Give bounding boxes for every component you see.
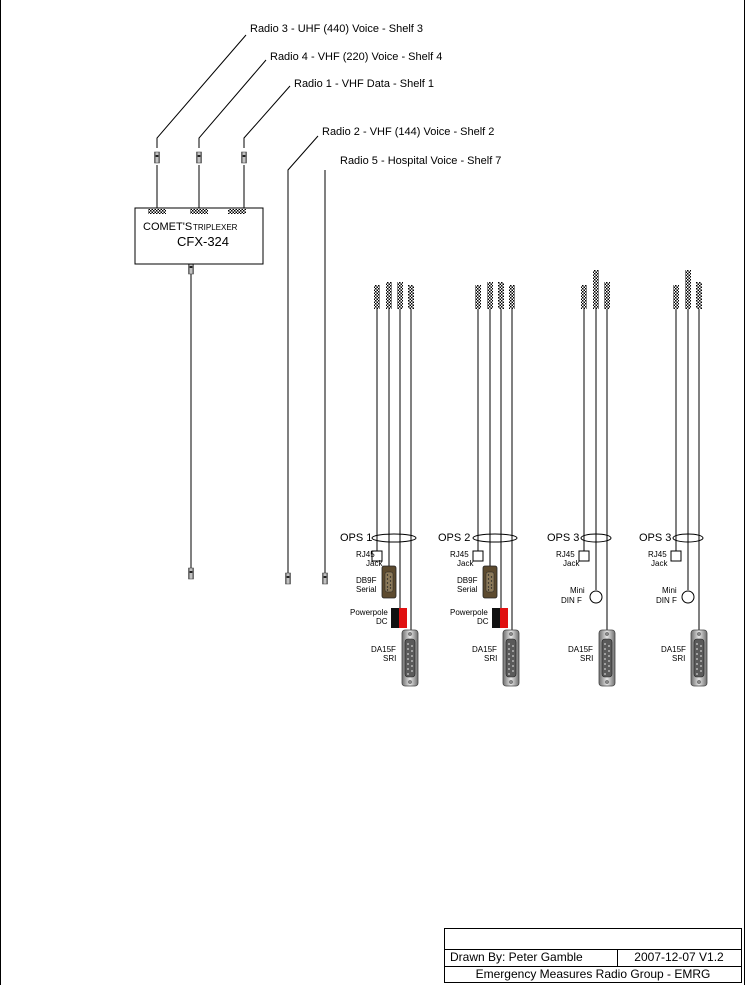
serial-label: Serial [457, 585, 478, 594]
bnc-connector-radio1 [241, 151, 247, 164]
triplexer-model: CFX-324 [177, 234, 229, 249]
serial-label: Serial [356, 585, 377, 594]
mini-label: Mini [570, 586, 585, 595]
radio2-label: Radio 2 - VHF (144) Voice - Shelf 2 [322, 126, 494, 138]
dc-label: DC [376, 617, 388, 626]
sri-label: SRI [580, 654, 593, 663]
db9f-label: DB9F [457, 576, 478, 585]
mini-din-connector [681, 590, 695, 604]
sri-label: SRI [383, 654, 396, 663]
powerpole-red [399, 608, 407, 628]
dc-label: DC [477, 617, 489, 626]
rj45-jack [371, 550, 383, 562]
radio-leader-lines [156, 34, 326, 580]
cable-bundle-tie [472, 533, 518, 543]
da15f-label: DA15F [568, 645, 593, 654]
station-ops3-a: OPS 3 RJ45 Jack Mini DIN F DA15F SRI [547, 270, 616, 687]
db9-serial-connector [482, 565, 498, 599]
db9f-label: DB9F [356, 576, 377, 585]
triplexer-type: TRIPLEXER [193, 223, 238, 232]
bnc-connector-radio4 [196, 151, 202, 164]
da15f-label: DA15F [472, 645, 497, 654]
cable-bundle-tie [672, 533, 704, 543]
mini-din-connector [589, 590, 603, 604]
title-block: Drawn By: Peter Gamble 2007-12-07 V1.2 E… [444, 928, 742, 983]
organization-name: Emergency Measures Radio Group - EMRG [475, 967, 711, 981]
station-ops2: OPS 2 RJ45 Jack DB9F Serial Powerpole DC… [438, 282, 520, 687]
jack-label: Jack [651, 559, 668, 568]
ops3-b-label: OPS 3 [639, 532, 671, 544]
din-f-label: DIN F [656, 596, 677, 605]
powerpole-black [391, 608, 399, 628]
sri-label: SRI [672, 654, 685, 663]
da15f-label: DA15F [371, 645, 396, 654]
rj45-jack [670, 550, 682, 562]
title-block-divider [617, 949, 618, 966]
jack-label: Jack [366, 559, 383, 568]
da15f-label: DA15F [661, 645, 686, 654]
rj45-label: RJ45 [556, 550, 575, 559]
db9-serial-connector [381, 565, 397, 599]
bnc-connector-radio2 [285, 572, 291, 585]
da15-connector [401, 629, 419, 687]
triplexer-brand: COMET'S [143, 221, 192, 233]
sri-label: SRI [484, 654, 497, 663]
radio4-label: Radio 4 - VHF (220) Voice - Shelf 4 [270, 51, 442, 63]
powerpole-black [492, 608, 500, 628]
radio1-leader [243, 85, 291, 148]
powerpole-label: Powerpole [350, 608, 388, 617]
jack-label: Jack [563, 559, 580, 568]
title-block-author-row: Drawn By: Peter Gamble 2007-12-07 V1.2 [445, 949, 741, 967]
rj45-jack [472, 550, 484, 562]
da15-connector [502, 629, 520, 687]
revision-date: 2007-12-07 V1.2 [634, 950, 724, 964]
radio5-label: Radio 5 - Hospital Voice - Shelf 7 [340, 155, 501, 167]
bnc-connector-radio5 [322, 572, 328, 585]
ops2-label: OPS 2 [438, 532, 470, 544]
ops3-a-label: OPS 3 [547, 532, 579, 544]
cable-bundle-tie [371, 533, 417, 543]
station-ops3-b: OPS 3 RJ45 Jack Mini DIN F DA15F SRI [639, 270, 708, 687]
din-f-label: DIN F [561, 596, 582, 605]
drawn-by: Drawn By: Peter Gamble [450, 950, 583, 964]
bnc-connector-radio3 [154, 151, 160, 164]
ops1-label: OPS 1 [340, 532, 372, 544]
da15-connector [598, 629, 616, 687]
rj45-label: RJ45 [450, 550, 469, 559]
bnc-connector-triplexer-end [188, 567, 194, 580]
rj45-label: RJ45 [648, 550, 667, 559]
radio3-leader [156, 34, 247, 148]
radio1-label: Radio 1 - VHF Data - Shelf 1 [294, 78, 434, 90]
bnc-connector-triplexer-out [188, 262, 194, 275]
jack-label: Jack [457, 559, 474, 568]
radio4-leader [198, 59, 267, 148]
cable-bundle-tie [580, 533, 612, 543]
title-block-blank-row [445, 929, 741, 950]
station-ops1: OPS 1 RJ45 Jack DB9F Serial Powerpole DC… [340, 282, 419, 687]
rj45-label: RJ45 [356, 550, 375, 559]
rj45-jack [578, 550, 590, 562]
da15-connector [690, 629, 708, 687]
powerpole-red [500, 608, 508, 628]
powerpole-label: Powerpole [450, 608, 488, 617]
triplexer-box: COMET'S TRIPLEXER CFX-324 [134, 207, 264, 265]
radio2-leader [287, 135, 319, 580]
mini-label: Mini [662, 586, 677, 595]
radio3-label: Radio 3 - UHF (440) Voice - Shelf 3 [250, 23, 423, 35]
